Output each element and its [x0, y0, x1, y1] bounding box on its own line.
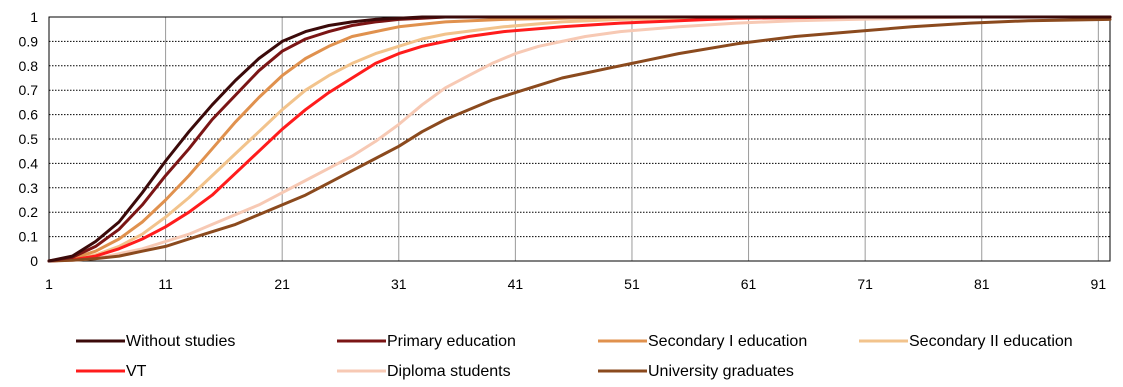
x-tick-label: 71: [857, 276, 873, 292]
x-tick-label: 91: [1091, 276, 1107, 292]
legend-label: Secondary I education: [648, 333, 807, 350]
legend-label: VT: [126, 363, 147, 380]
legend: Without studies Primary education Secondar…: [76, 333, 1073, 380]
legend-label: Diploma students: [387, 363, 511, 380]
series-line-university-graduates: [47, 17, 1112, 263]
legend-item: Primary education: [337, 333, 516, 350]
y-tick-label: 0.4: [19, 155, 39, 171]
x-tick-label: 31: [391, 276, 407, 292]
y-tick-label: 1: [30, 9, 38, 25]
legend-label: Secondary II education: [909, 333, 1073, 350]
y-tick-label: 0.1: [19, 229, 39, 245]
series-line-vt: [47, 15, 1112, 263]
legend-label: Without studies: [126, 333, 235, 350]
series-line-secondary-ii-education: [47, 15, 1112, 263]
legend-label: Primary education: [387, 333, 516, 350]
y-tick-label: 0: [30, 253, 38, 269]
x-axis-tick-labels: 1 11 21 31 41 51 61 71 81 91: [45, 276, 1106, 292]
y-tick-label: 0.7: [19, 82, 39, 98]
series-line-diploma-students: [47, 15, 1112, 263]
legend-item: VT: [76, 363, 147, 380]
y-tick-label: 0.3: [19, 180, 39, 196]
legend-item: Without studies: [76, 333, 235, 350]
legend-item: Secondary II education: [859, 333, 1073, 350]
legend-item: Diploma students: [337, 363, 511, 380]
grid: [49, 17, 1110, 261]
y-tick-label: 0.5: [19, 131, 39, 147]
x-tick-label: 51: [624, 276, 640, 292]
series-lines: [47, 15, 1112, 263]
x-tick-label: 61: [741, 276, 757, 292]
x-tick-label: 11: [158, 276, 173, 292]
y-axis-tick-labels: 0 0.1 0.2 0.3 0.4 0.5 0.6 0.7 0.8 0.9 1: [19, 9, 39, 269]
legend-item: University graduates: [598, 363, 794, 380]
y-tick-label: 0.2: [19, 204, 39, 220]
legend-item: Secondary I education: [598, 333, 807, 350]
x-tick-label: 81: [974, 276, 990, 292]
y-tick-label: 0.8: [19, 58, 39, 74]
x-tick-label: 41: [508, 276, 524, 292]
x-tick-label: 1: [45, 276, 53, 292]
x-tick-label: 21: [274, 276, 290, 292]
y-tick-label: 0.6: [19, 107, 39, 123]
legend-label: University graduates: [648, 363, 794, 380]
series-line-without-studies: [47, 15, 1112, 263]
y-tick-label: 0.9: [19, 33, 39, 49]
